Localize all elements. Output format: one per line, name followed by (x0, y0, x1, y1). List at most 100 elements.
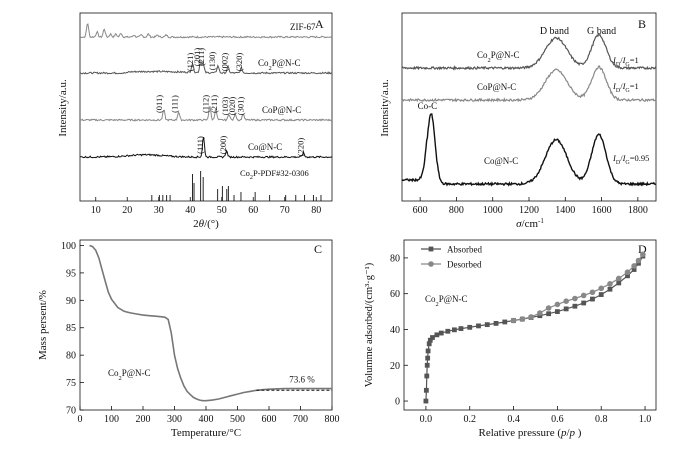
series-label-zif67: ZIF-67 (290, 22, 316, 32)
data-point-desorbed (528, 314, 534, 320)
x-tick-label-b: 1400 (555, 205, 575, 216)
x-tick-label-d: 1.0 (639, 414, 652, 425)
legend-label-absorbed: Absorbed (447, 245, 482, 255)
data-point-absorbed (598, 292, 604, 297)
y-axis-label-d: Volumme adsorbed/(cm³·g⁻¹) (364, 262, 375, 387)
y-tick-label-d: 80 (390, 253, 400, 264)
x-tick-label-b: 1000 (483, 205, 503, 216)
data-point-absorbed (425, 355, 431, 361)
y-tick-label-c: 95 (66, 268, 76, 279)
tga-curve (89, 244, 332, 402)
xrd-line-co (79, 136, 333, 159)
y-axis-label-c: Mass persent/% (37, 290, 49, 360)
x-tick-label-c: 200 (136, 414, 151, 425)
reference-label: Co2P-PDF#32-0306 (240, 168, 309, 181)
panel-a: A 10 20 30 40 50 60 70 80 2θ/(°) Intensity/a.u. ZI… (57, 12, 333, 230)
data-point-desorbed (537, 310, 543, 316)
data-point-absorbed (616, 280, 622, 286)
miller-label-co2p: (201) (192, 48, 202, 67)
panel-b-frame (401, 12, 657, 202)
x-tick-label-d: 0.0 (420, 414, 433, 425)
x-tick-label-b: 1600 (592, 205, 612, 216)
data-point-absorbed (467, 324, 473, 330)
data-point-absorbed (590, 296, 595, 302)
data-point-absorbed (546, 311, 552, 317)
data-point-desorbed (519, 316, 526, 322)
data-point-absorbed (607, 286, 613, 292)
series-label-co2p: Co2P@N-C (477, 50, 520, 64)
x-tick-label-a: 20 (122, 205, 132, 216)
panel-a-frame (79, 12, 333, 202)
legend-marker-absorbed (428, 246, 434, 252)
y-tick-label-c: 80 (66, 351, 76, 362)
panel-b: B 600 800 1000 1200 1400 1600 1800 σ/cm-1 Intens… (379, 12, 657, 230)
x-tick-label-d: 0.8 (595, 414, 608, 425)
sample-label-d: Co2P@N-C (425, 294, 468, 308)
series-label-co: Co@N-C (248, 142, 282, 152)
x-axis-label-d: Relative pressure (p/p ) (479, 427, 582, 439)
d-band-label: D band (540, 26, 569, 37)
x-tick-label-a: 50 (217, 205, 227, 216)
data-point-desorbed (510, 317, 517, 324)
y-tick-label-c: 90 (66, 296, 76, 307)
x-tick-label-a: 80 (311, 205, 321, 216)
legend-label-desorbed: Desorbed (447, 260, 482, 270)
y-tick-label-d: 0 (395, 397, 400, 408)
x-axis-label-b: σ/cm-1 (516, 217, 544, 230)
series-label-co2p: Co2P@N-C (258, 58, 301, 72)
data-point-absorbed (484, 322, 490, 328)
data-point-absorbed (452, 327, 457, 333)
y-tick-label-d: 40 (390, 325, 400, 336)
series-label-cop: CoP@N-C (477, 82, 516, 92)
xrd-line-zif67 (79, 23, 333, 39)
miller-label-co: (200) (218, 136, 228, 155)
miller-label-co: (111) (195, 136, 205, 154)
isotherm-line-desorbed (513, 253, 644, 322)
series-label-co: Co@N-C (484, 156, 518, 166)
data-point-absorbed (631, 267, 637, 272)
data-point-absorbed (438, 330, 444, 336)
data-point-absorbed (430, 335, 435, 340)
x-tick-label-c: 700 (293, 414, 308, 425)
y-tick-label-d: 60 (390, 289, 400, 300)
data-point-desorbed (624, 269, 631, 276)
y-tick-label-c: 70 (66, 406, 76, 417)
miller-label-co: (220) (296, 138, 306, 157)
data-point-desorbed (554, 301, 561, 308)
x-tick-label-c: 800 (325, 414, 340, 425)
data-point-absorbed (554, 309, 560, 314)
miller-label-co2p: (211) (196, 48, 206, 66)
data-point-absorbed (434, 332, 440, 338)
panel-d-frame (403, 239, 657, 411)
g-band-label: G band (587, 26, 616, 37)
x-tick-label-a: 30 (154, 205, 164, 216)
data-point-absorbed (423, 398, 429, 404)
miller-label-co2p: (130) (207, 52, 217, 71)
panel-b-letter: B (638, 17, 646, 31)
data-point-desorbed (580, 292, 587, 299)
y-tick-label-c: 85 (66, 323, 76, 334)
y-tick-label-d: 20 (390, 361, 400, 372)
data-point-absorbed (424, 362, 430, 368)
data-point-desorbed (635, 257, 642, 264)
data-point-absorbed (476, 323, 481, 329)
x-tick-label-c: 600 (262, 414, 277, 425)
sample-label-c: Co2P@N-C (108, 368, 151, 382)
miller-label-co2p: (320) (234, 53, 244, 72)
miller-label-cop: (111) (170, 95, 180, 113)
data-point-absorbed (625, 273, 630, 279)
xrd-line-co2p (79, 61, 333, 75)
panel-a-letter: A (315, 17, 324, 31)
data-point-desorbed (615, 275, 622, 282)
legend-marker-desorbed (428, 261, 434, 267)
x-tick-label-b: 1800 (628, 205, 648, 216)
x-tick-label-b: 800 (449, 205, 464, 216)
x-tick-label-a: 60 (248, 205, 258, 216)
x-tick-label-c: 400 (199, 414, 214, 425)
panel-c-frame (79, 239, 333, 411)
data-point-absorbed (581, 300, 587, 306)
x-tick-label-c: 300 (167, 414, 182, 425)
data-point-absorbed (458, 326, 464, 331)
y-axis-label-b: Intensity/a.u. (379, 79, 391, 137)
